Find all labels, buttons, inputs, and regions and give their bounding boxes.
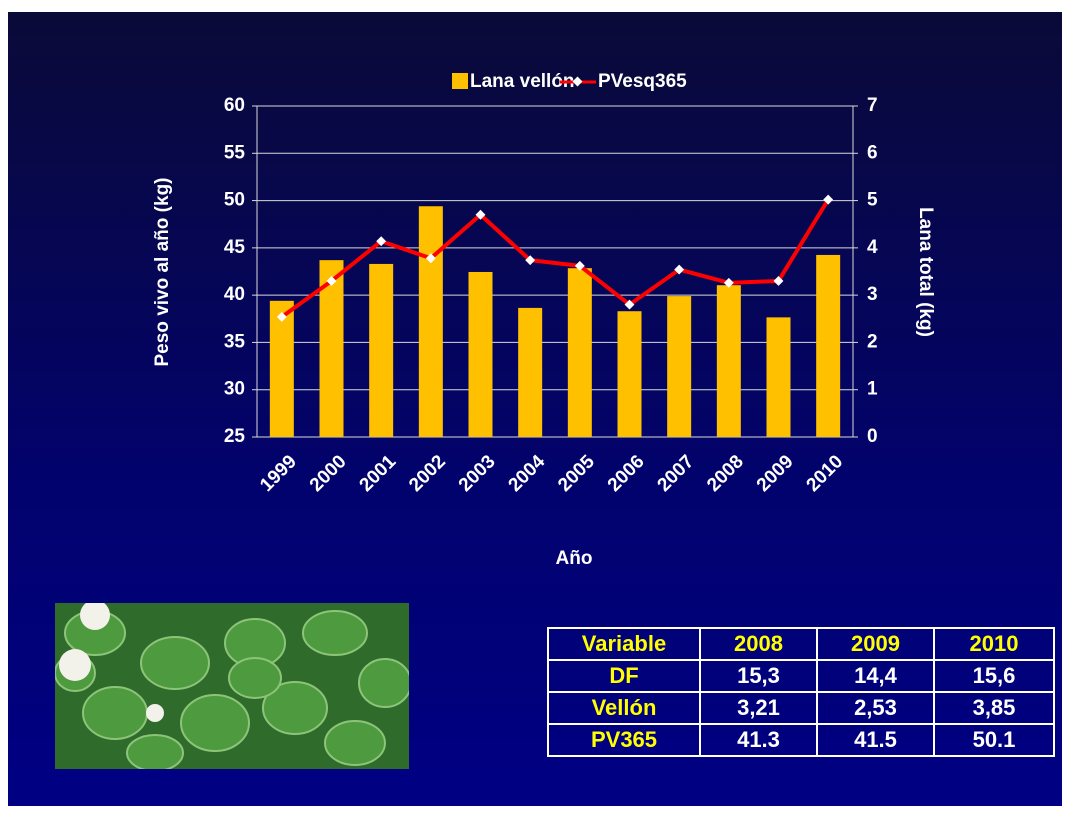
- table-cell: 2008: [700, 628, 817, 660]
- x-tick-label: 2002: [405, 451, 450, 496]
- x-tick-label: 2004: [505, 451, 550, 496]
- y2-axis-title: Lana total (kg): [915, 207, 936, 337]
- table-cell: 15,6: [934, 660, 1054, 692]
- bar: [618, 311, 642, 437]
- table-cell: Variable: [548, 628, 700, 660]
- y-tick-label: 30: [224, 379, 245, 400]
- table-row: DF 15,3 14,4 15,6: [548, 660, 1054, 692]
- table-cell: 2010: [934, 628, 1054, 660]
- y-tick-label: 55: [224, 142, 246, 163]
- y2-tick-label: 3: [867, 284, 878, 305]
- table-cell: 3,21: [700, 692, 817, 724]
- table-row: Vellón 3,21 2,53 3,85: [548, 692, 1054, 724]
- x-axis-title: Año: [556, 548, 593, 569]
- x-tick-label: 2005: [554, 451, 599, 496]
- table-cell: 14,4: [817, 660, 934, 692]
- legend-swatch: [452, 73, 468, 89]
- bar: [717, 285, 741, 437]
- y2-tick-label: 7: [867, 95, 878, 116]
- table-cell: 50.1: [934, 724, 1054, 756]
- page: Lana vellón PVesq365 Peso vivo al año (k…: [0, 0, 1070, 813]
- y-tick-label: 35: [224, 331, 246, 352]
- x-tick-label: 2003: [455, 451, 500, 496]
- table-cell: PV365: [548, 724, 700, 756]
- x-tick-label: 2001: [356, 451, 401, 496]
- line: [282, 200, 828, 317]
- y-tick-label: 60: [224, 95, 245, 116]
- table-cell: Vellón: [548, 692, 700, 724]
- x-tick-label: 2007: [654, 451, 699, 496]
- table-row: PV365 41.3 41.5 50.1: [548, 724, 1054, 756]
- y2-tick-label: 1: [867, 379, 878, 400]
- y-tick-label: 45: [224, 237, 246, 258]
- legend-label: PVesq365: [598, 71, 687, 92]
- y-tick-label: 40: [224, 284, 245, 305]
- y2-tick-label: 6: [867, 142, 878, 163]
- y-tick-label: 50: [224, 190, 245, 211]
- x-tick-label: 2010: [803, 451, 848, 496]
- bar: [369, 264, 393, 437]
- legend-label: Lana vellón: [470, 71, 575, 92]
- table-cell: 15,3: [700, 660, 817, 692]
- bar: [419, 206, 443, 437]
- bar: [518, 308, 542, 437]
- table-cell: 2009: [817, 628, 934, 660]
- x-tick-label: 2008: [703, 451, 748, 496]
- table-cell: 41.5: [817, 724, 934, 756]
- y2-tick-label: 5: [867, 190, 878, 211]
- bar: [469, 272, 493, 437]
- table-cell: 2,53: [817, 692, 934, 724]
- data-table: Variable 2008 2009 2010 DF 15,3 14,4 15,…: [547, 627, 1055, 757]
- bar: [568, 268, 592, 437]
- bar: [767, 317, 791, 437]
- bar: [667, 296, 691, 437]
- x-tick-label: 1999: [256, 451, 301, 496]
- bar: [816, 255, 840, 437]
- y-axis-title: Peso vivo al año (kg): [152, 178, 173, 367]
- y2-tick-label: 2: [867, 331, 878, 352]
- table-header: Variable 2008 2009 2010: [548, 628, 1054, 660]
- x-tick-label: 2009: [753, 451, 798, 496]
- x-tick-label: 2006: [604, 451, 649, 496]
- y2-tick-label: 4: [867, 237, 878, 258]
- y2-tick-label: 0: [867, 426, 878, 447]
- table-cell: 41.3: [700, 724, 817, 756]
- y-tick-label: 25: [224, 426, 246, 447]
- table-cell: DF: [548, 660, 700, 692]
- table-cell: 3,85: [934, 692, 1054, 724]
- x-tick-label: 2000: [306, 451, 351, 496]
